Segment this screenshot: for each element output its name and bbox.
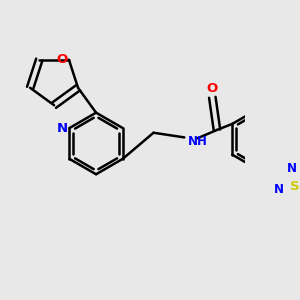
Text: S: S <box>290 180 299 193</box>
Text: N: N <box>287 162 297 175</box>
Text: N: N <box>56 122 68 135</box>
Text: N: N <box>274 183 284 196</box>
Text: O: O <box>57 53 68 66</box>
Text: O: O <box>207 82 218 95</box>
Text: NH: NH <box>188 135 208 148</box>
